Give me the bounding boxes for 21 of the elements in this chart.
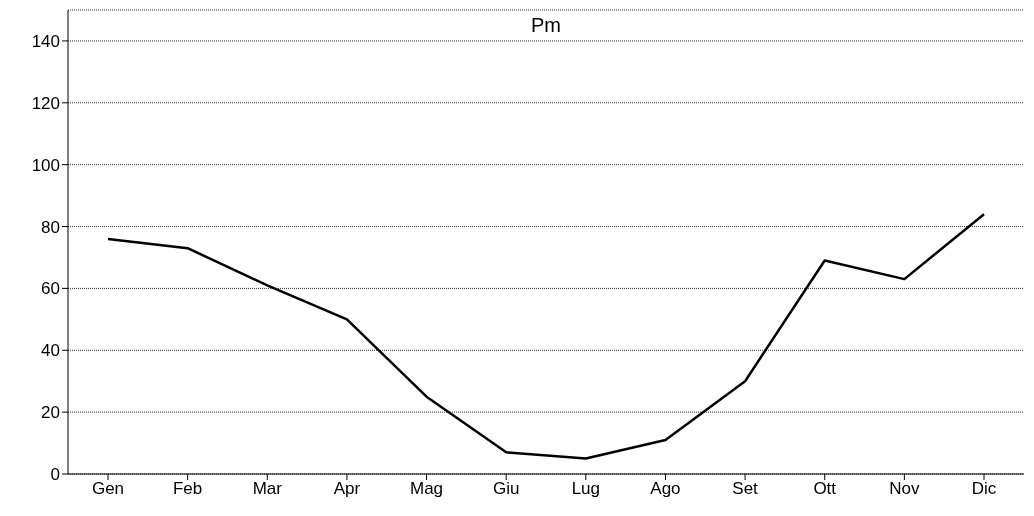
y-tick-label: 0 [50,465,60,485]
y-tick-label: 60 [41,279,60,299]
chart-title: Pm [530,14,562,37]
x-tick-label: Set [732,479,759,499]
x-tick-label: Nov [889,479,920,499]
x-tick-label: Ago [650,479,681,499]
y-tick-label: 80 [41,217,60,237]
x-tick-label: Mag [410,479,444,499]
y-tick-label: 20 [41,403,60,423]
x-tick-label: Mar [252,479,283,499]
y-tick-label: 120 [31,93,60,113]
x-tick-label: Ott [813,479,837,499]
x-tick-label: Apr [333,479,361,499]
x-tick-label: Gen [91,479,125,499]
y-tick-label: 40 [41,341,60,361]
y-tick-label: 140 [31,31,60,51]
x-tick-label: Feb [172,479,203,499]
x-tick-label: Lug [571,479,601,499]
x-tick-label: Dic [971,479,997,499]
x-tick-label: Giu [492,479,520,499]
y-tick-label: 100 [31,155,60,175]
